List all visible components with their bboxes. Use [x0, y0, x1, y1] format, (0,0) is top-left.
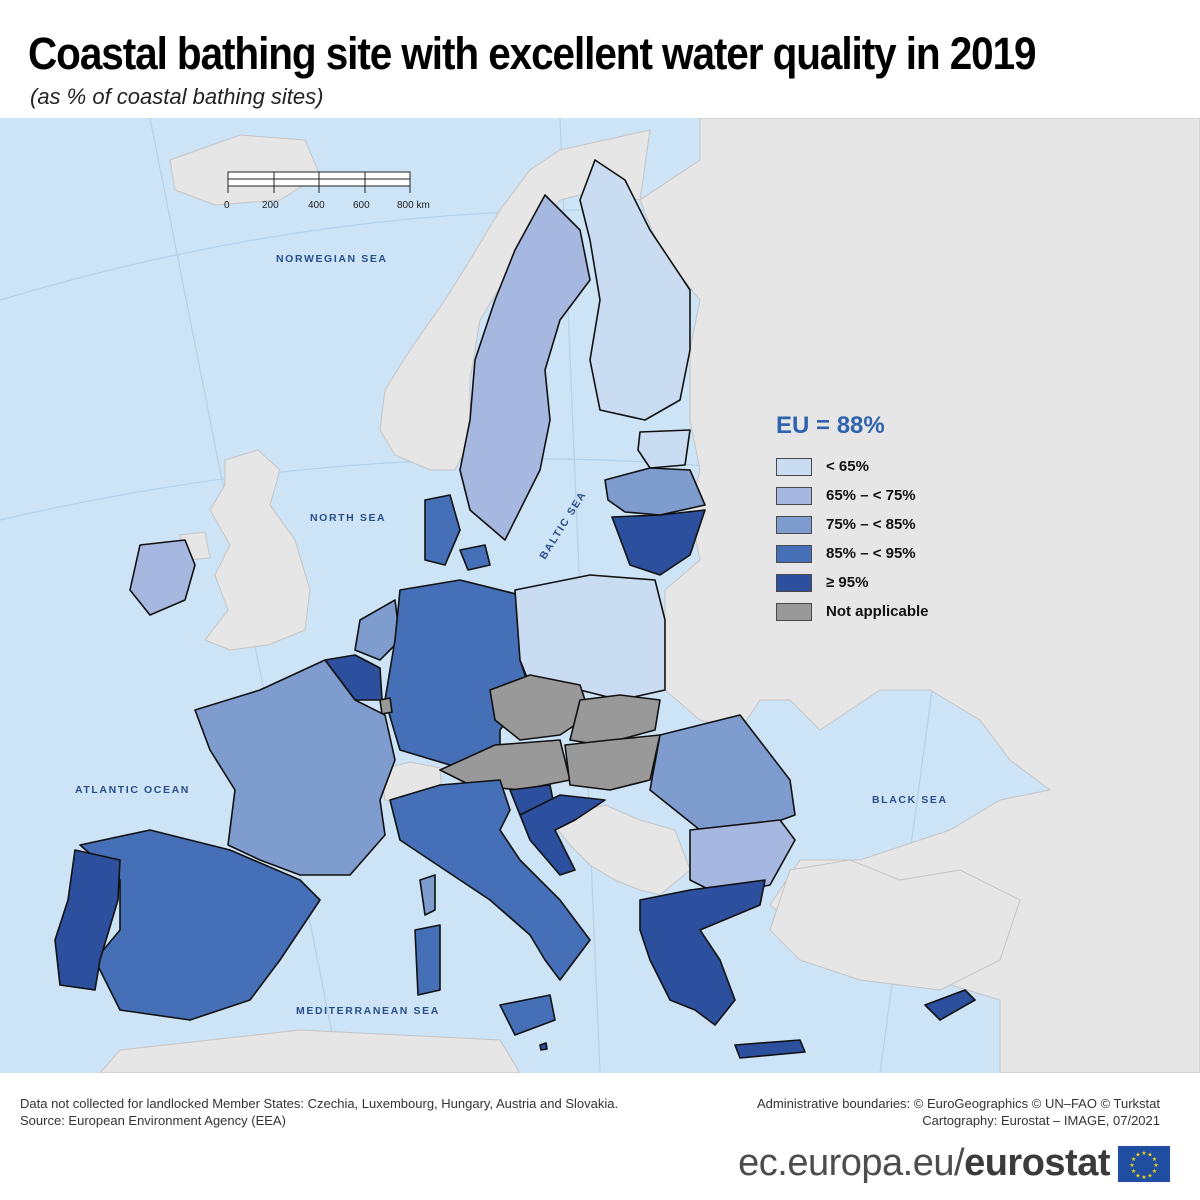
- svg-text:★: ★: [1152, 1156, 1157, 1163]
- scale-bar: 0 200 400 600 800 km: [224, 171, 430, 211]
- scale-tick: 600: [353, 200, 370, 211]
- scale-tick: 800 km: [397, 200, 430, 211]
- label-norwegian-sea: NORWEGIAN SEA: [276, 253, 388, 265]
- legend-swatch: [776, 544, 812, 563]
- europe-map: 0 200 400 600 800 km NORWEGIAN SEA NORTH…: [0, 118, 1200, 1073]
- country-latvia: [604, 467, 706, 516]
- country-denmark-islands: [459, 544, 491, 571]
- svg-text:★: ★: [1141, 1150, 1146, 1157]
- country-greece: [639, 879, 766, 1026]
- country-luxembourg: [379, 697, 393, 715]
- legend-item: < 65%: [776, 452, 929, 481]
- footnote-right: Administrative boundaries: © EuroGeograp…: [757, 1095, 1160, 1129]
- country-sardinia: [414, 924, 441, 996]
- svg-text:★: ★: [1131, 1168, 1136, 1175]
- legend-swatch: [776, 486, 812, 505]
- label-atlantic-ocean: ATLANTIC OCEAN: [75, 784, 190, 796]
- scale-tick: 400: [308, 200, 325, 211]
- eu-average-label: EU = 88%: [776, 412, 885, 439]
- map-subtitle: (as % of coastal bathing sites): [30, 84, 324, 109]
- footnote-left: Data not collected for landlocked Member…: [20, 1095, 618, 1129]
- country-france: [194, 659, 396, 876]
- svg-text:★: ★: [1141, 1174, 1146, 1181]
- country-hungary: [564, 734, 661, 791]
- legend-swatch: [776, 573, 812, 592]
- legend-item: 85% – < 95%: [776, 539, 929, 568]
- svg-text:★: ★: [1135, 1151, 1140, 1158]
- non-eu-land: [99, 118, 1200, 1073]
- scale-tick: 200: [262, 200, 279, 211]
- eu-flag-icon: ★ ★ ★ ★ ★ ★ ★ ★ ★ ★ ★ ★: [1118, 1145, 1170, 1182]
- svg-text:★: ★: [1129, 1162, 1134, 1169]
- legend-swatch: [776, 602, 812, 621]
- country-crete: [734, 1039, 806, 1059]
- country-malta: [539, 1042, 548, 1051]
- scale-tick: 0: [224, 200, 230, 211]
- eu-countries: [54, 159, 976, 1059]
- country-sicily: [499, 994, 556, 1036]
- country-corsica: [419, 874, 436, 916]
- country-finland: [579, 159, 691, 421]
- country-slovakia: [569, 694, 661, 746]
- svg-text:★: ★: [1131, 1156, 1136, 1163]
- legend-item: ≥ 95%: [776, 568, 929, 597]
- country-estonia: [637, 429, 691, 469]
- country-portugal: [54, 849, 121, 991]
- legend-label: < 65%: [826, 458, 869, 475]
- country-cyprus: [924, 989, 976, 1021]
- footnote-boundaries: Administrative boundaries: © EuroGeograp…: [756, 1096, 1160, 1111]
- legend-label: Not applicable: [826, 603, 929, 620]
- svg-text:★: ★: [1147, 1172, 1152, 1179]
- label-north-sea: NORTH SEA: [310, 512, 386, 524]
- legend: EU = 88% < 65% 65% – < 75% 75% – < 85% 85% …: [776, 412, 929, 626]
- country-ireland: [129, 539, 196, 616]
- country-poland: [514, 574, 666, 701]
- svg-text:★: ★: [1135, 1172, 1140, 1179]
- legend-swatch: [776, 457, 812, 476]
- country-netherlands: [354, 599, 401, 661]
- country-bulgaria: [689, 819, 796, 896]
- legend-item: 65% – < 75%: [776, 481, 929, 510]
- footnote-data-note: Data not collected for landlocked Member…: [20, 1096, 619, 1111]
- country-italy: [389, 779, 591, 981]
- svg-text:★: ★: [1152, 1168, 1157, 1175]
- legend-item: Not applicable: [776, 597, 929, 626]
- legend-label: ≥ 95%: [826, 574, 869, 591]
- footnote-cartography: Cartography: Eurostat – IMAGE, 07/2021: [922, 1113, 1160, 1128]
- country-lithuania: [611, 509, 706, 576]
- legend-label: 85% – < 95%: [826, 545, 916, 562]
- footnote-source: Source: European Environment Agency (EEA…: [20, 1113, 286, 1128]
- eurostat-brand: ec.europa.eu/eurostat ★ ★ ★ ★ ★ ★ ★ ★ ★ ★ ★ ★: [738, 1142, 1170, 1185]
- country-sweden: [459, 194, 591, 541]
- country-croatia: [519, 794, 606, 876]
- country-spain: [79, 829, 321, 1021]
- brand-url: ec.europa.eu/eurostat: [738, 1142, 1110, 1184]
- legend-label: 75% – < 85%: [826, 516, 916, 533]
- country-denmark: [424, 494, 461, 566]
- svg-text:★: ★: [1147, 1151, 1152, 1158]
- legend-swatch: [776, 515, 812, 534]
- legend-item: 75% – < 85%: [776, 510, 929, 539]
- label-mediterranean-sea: MEDITERRANEAN SEA: [296, 1005, 440, 1017]
- svg-text:★: ★: [1153, 1162, 1158, 1169]
- label-black-sea: BLACK SEA: [872, 794, 948, 806]
- legend-label: 65% – < 75%: [826, 487, 916, 504]
- map-title: Coastal bathing site with excellent wate…: [28, 28, 1037, 79]
